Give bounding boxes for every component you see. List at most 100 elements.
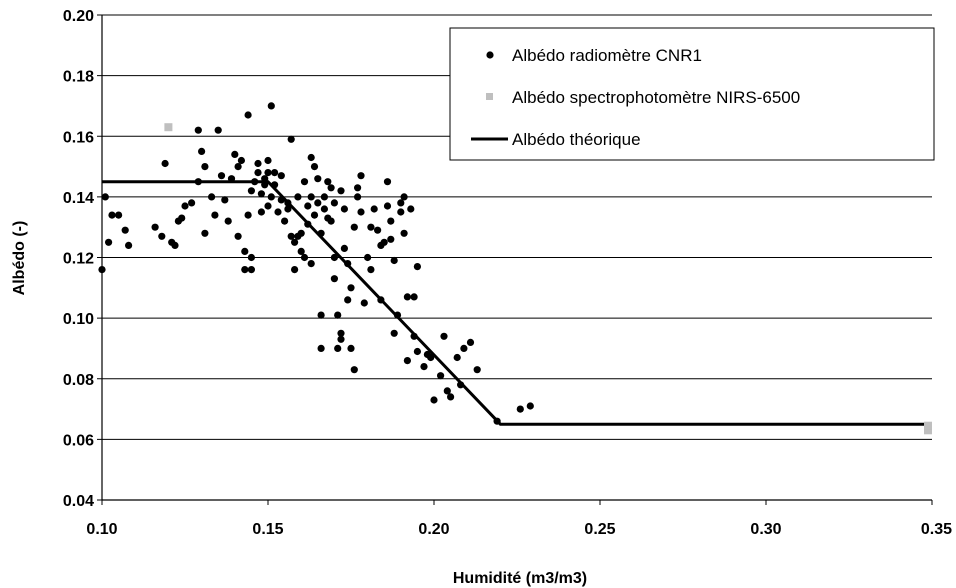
y-tick-label: 0.14 [63,190,94,207]
nirs-point [164,123,173,132]
y-axis-label: Albédo (-) [11,221,28,296]
x-axis-ticks: 0.10 0.15 0.20 0.25 0.30 0.35 [86,500,952,538]
cnr1-point [171,241,179,249]
cnr1-point [181,202,189,210]
cnr1-point [254,159,262,168]
cnr1-point [350,366,358,374]
cnr1-point [115,211,123,219]
cnr1-point [188,199,196,207]
legend-marker-nirs [486,93,493,100]
cnr1-point [337,187,345,195]
cnr1-point [340,205,348,213]
x-tick-label: 0.15 [252,521,283,538]
cnr1-point [310,211,319,219]
cnr1-point [390,329,398,337]
cnr1-point [284,199,292,207]
cnr1-point [413,263,421,271]
cnr1-point [307,153,315,162]
cnr1-point [447,393,455,401]
cnr1-point [125,241,133,249]
cnr1-point [105,238,113,246]
y-tick-label: 0.16 [63,129,94,146]
cnr1-point [387,235,395,243]
cnr1-point [300,178,309,186]
cnr1-point [357,172,365,180]
cnr1-point [327,184,335,192]
cnr1-point [377,296,385,304]
cnr1-point [387,217,395,225]
cnr1-point [297,229,305,237]
cnr1-point [390,256,398,265]
legend-label-nirs: Albédo spectrophotomètre NIRS-6500 [512,88,800,107]
cnr1-point [413,347,421,356]
series-marks [98,102,932,435]
cnr1-point [370,205,378,213]
cnr1-point [340,244,348,252]
cnr1-point [317,311,325,319]
cnr1-point [407,205,415,213]
cnr1-point [437,372,445,380]
cnr1-point [234,232,242,240]
cnr1-point [267,193,275,201]
legend: Albédo radiomètre CNR1 Albédo spectropho… [449,27,935,161]
x-tick-label: 0.10 [86,521,117,538]
cnr1-point [330,253,338,262]
cnr1-point [380,238,388,246]
cnr1-point [314,199,322,207]
cnr1-point [397,208,405,216]
cnr1-point [330,275,338,283]
cnr1-point [360,299,368,307]
cnr1-point [291,266,299,274]
cnr1-point [257,190,265,198]
cnr1-point [420,363,428,371]
cnr1-point [403,357,411,365]
cnr1-point [261,175,269,183]
cnr1-point [244,211,252,219]
cnr1-point [281,217,289,225]
cnr1-point [493,417,501,425]
cnr1-point [231,150,239,158]
y-axis-ticks: 0.04 0.06 0.08 0.10 0.12 0.14 0.16 0.18 0.20 [63,8,102,510]
cnr1-point [291,238,299,246]
cnr1-point [334,344,342,352]
cnr1-point [247,266,255,274]
cnr1-point [317,344,325,352]
cnr1-point [453,353,461,362]
cnr1-point [208,193,216,201]
y-tick-label: 0.10 [63,311,94,328]
cnr1-point [320,193,328,201]
cnr1-point [337,329,345,337]
cnr1-point [354,193,362,201]
cnr1-point [334,311,342,319]
legend-label-theorique: Albédo théorique [512,130,641,149]
cnr1-point [241,266,249,274]
cnr1-point [400,193,408,201]
cnr1-point [466,338,475,346]
cnr1-point [410,293,418,301]
cnr1-point [397,199,405,207]
cnr1-point [98,266,106,274]
cnr1-point [403,293,411,301]
cnr1-point [294,193,302,201]
cnr1-point [264,169,272,177]
cnr1-point [526,402,534,410]
cnr1-point [274,208,282,216]
cnr1-point [287,135,295,143]
cnr1-point [271,181,279,189]
cnr1-point [383,202,392,210]
cnr1-point [337,335,345,343]
cnr1-point [221,196,229,204]
cnr1-point [247,253,255,262]
cnr1-point [324,178,332,186]
x-tick-label: 0.25 [584,521,615,538]
theoretical-albedo-line [102,180,932,426]
cnr1-point [350,223,358,231]
cnr1-point [364,253,372,262]
cnr1-point [440,332,448,340]
y-tick-label: 0.04 [63,493,94,510]
cnr1-point [457,381,465,389]
y-tick-label: 0.06 [63,432,94,449]
cnr1-point [314,175,322,183]
cnr1-point [277,196,285,204]
